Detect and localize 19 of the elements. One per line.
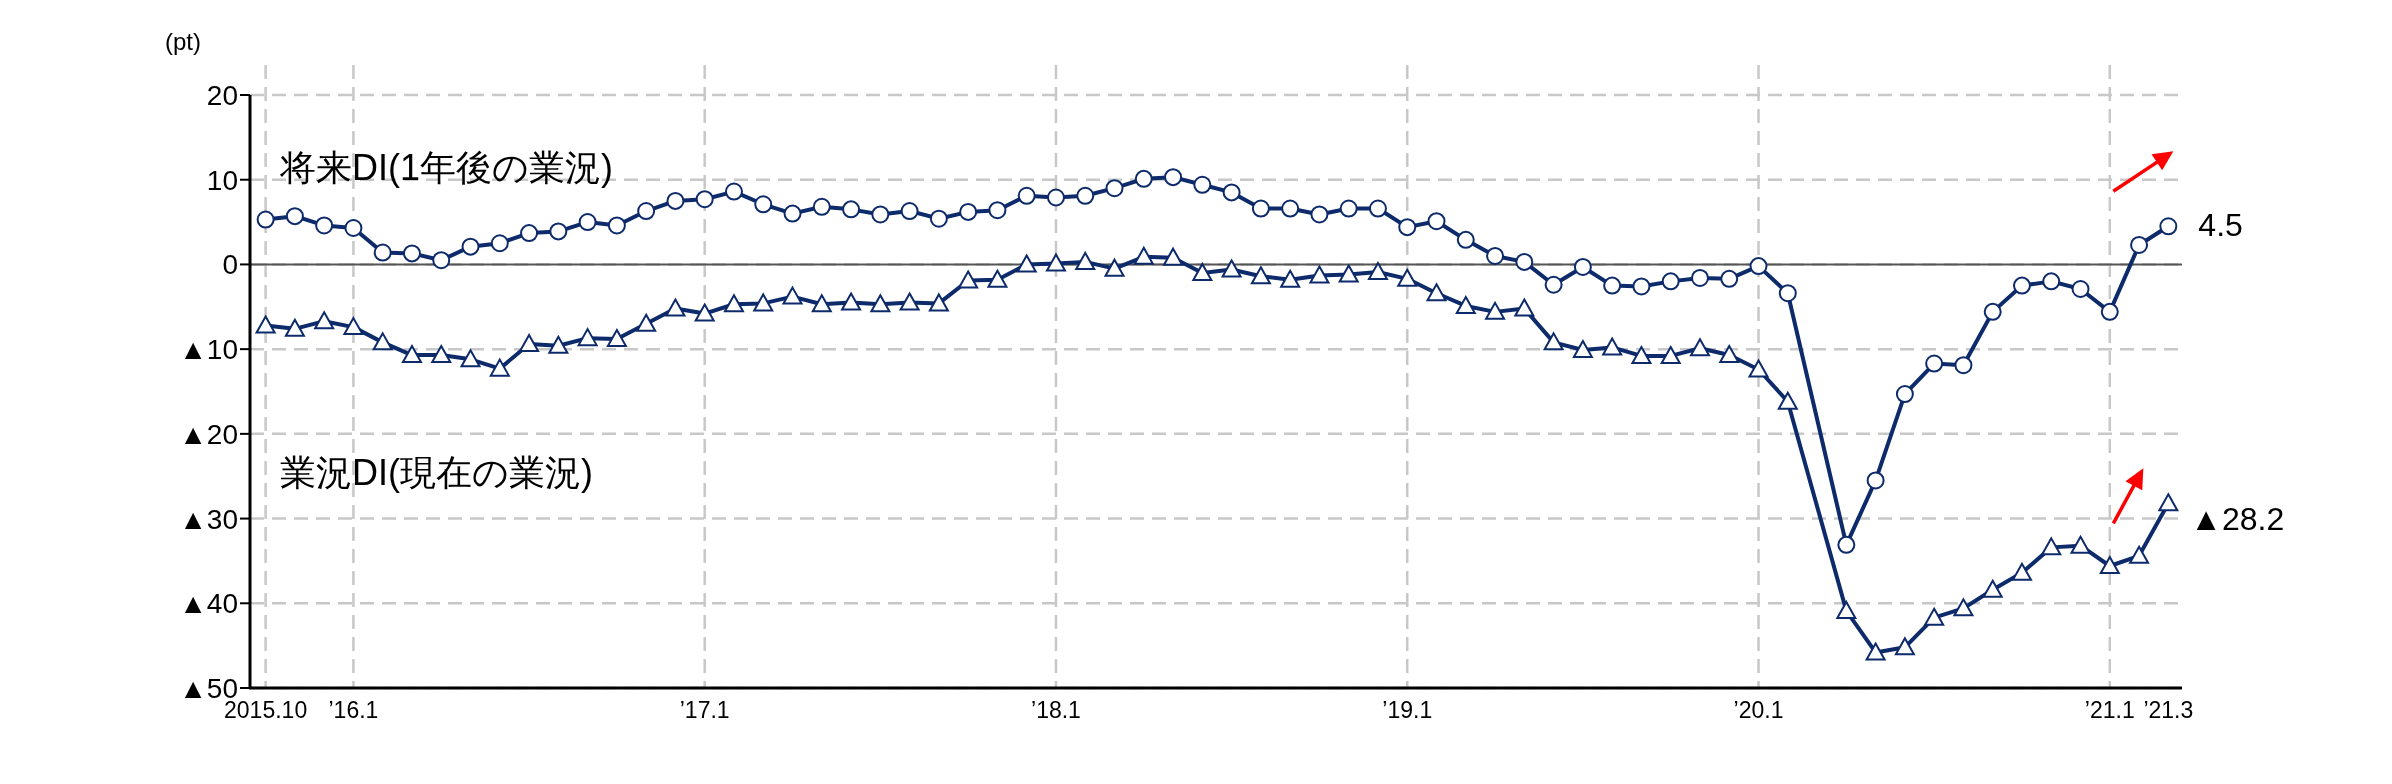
y-tick-label: 0: [222, 249, 238, 281]
y-tick-label: ▲10: [179, 334, 238, 366]
annotation: 4.5: [2198, 207, 2243, 244]
text: 業況DI(現在の業況): [280, 452, 593, 493]
x-tick-label: ’19.1: [1382, 697, 1433, 723]
series-label: 将来DI(1年後の業況): [279, 147, 613, 188]
x-tick-label: ’17.1: [679, 697, 730, 723]
y-axis-title: (pt): [165, 28, 201, 55]
y-tick-label: ▲20: [179, 418, 238, 450]
x-tick-label: ’21.1: [2084, 697, 2135, 723]
y-tick-label: 10: [206, 164, 238, 196]
x-tick-label: ’18.1: [1031, 697, 1081, 723]
x-tick-label: ’21.3: [2143, 697, 2194, 723]
x-tick-label: ’16.1: [328, 697, 379, 723]
y-tick-label: ▲40: [179, 588, 238, 620]
y-tick-label: ▲30: [179, 503, 238, 535]
y-tick-label: 20: [206, 80, 238, 111]
annotation: ▲28.2: [2190, 501, 2285, 538]
x-tick-label: ’20.1: [1733, 697, 1784, 723]
